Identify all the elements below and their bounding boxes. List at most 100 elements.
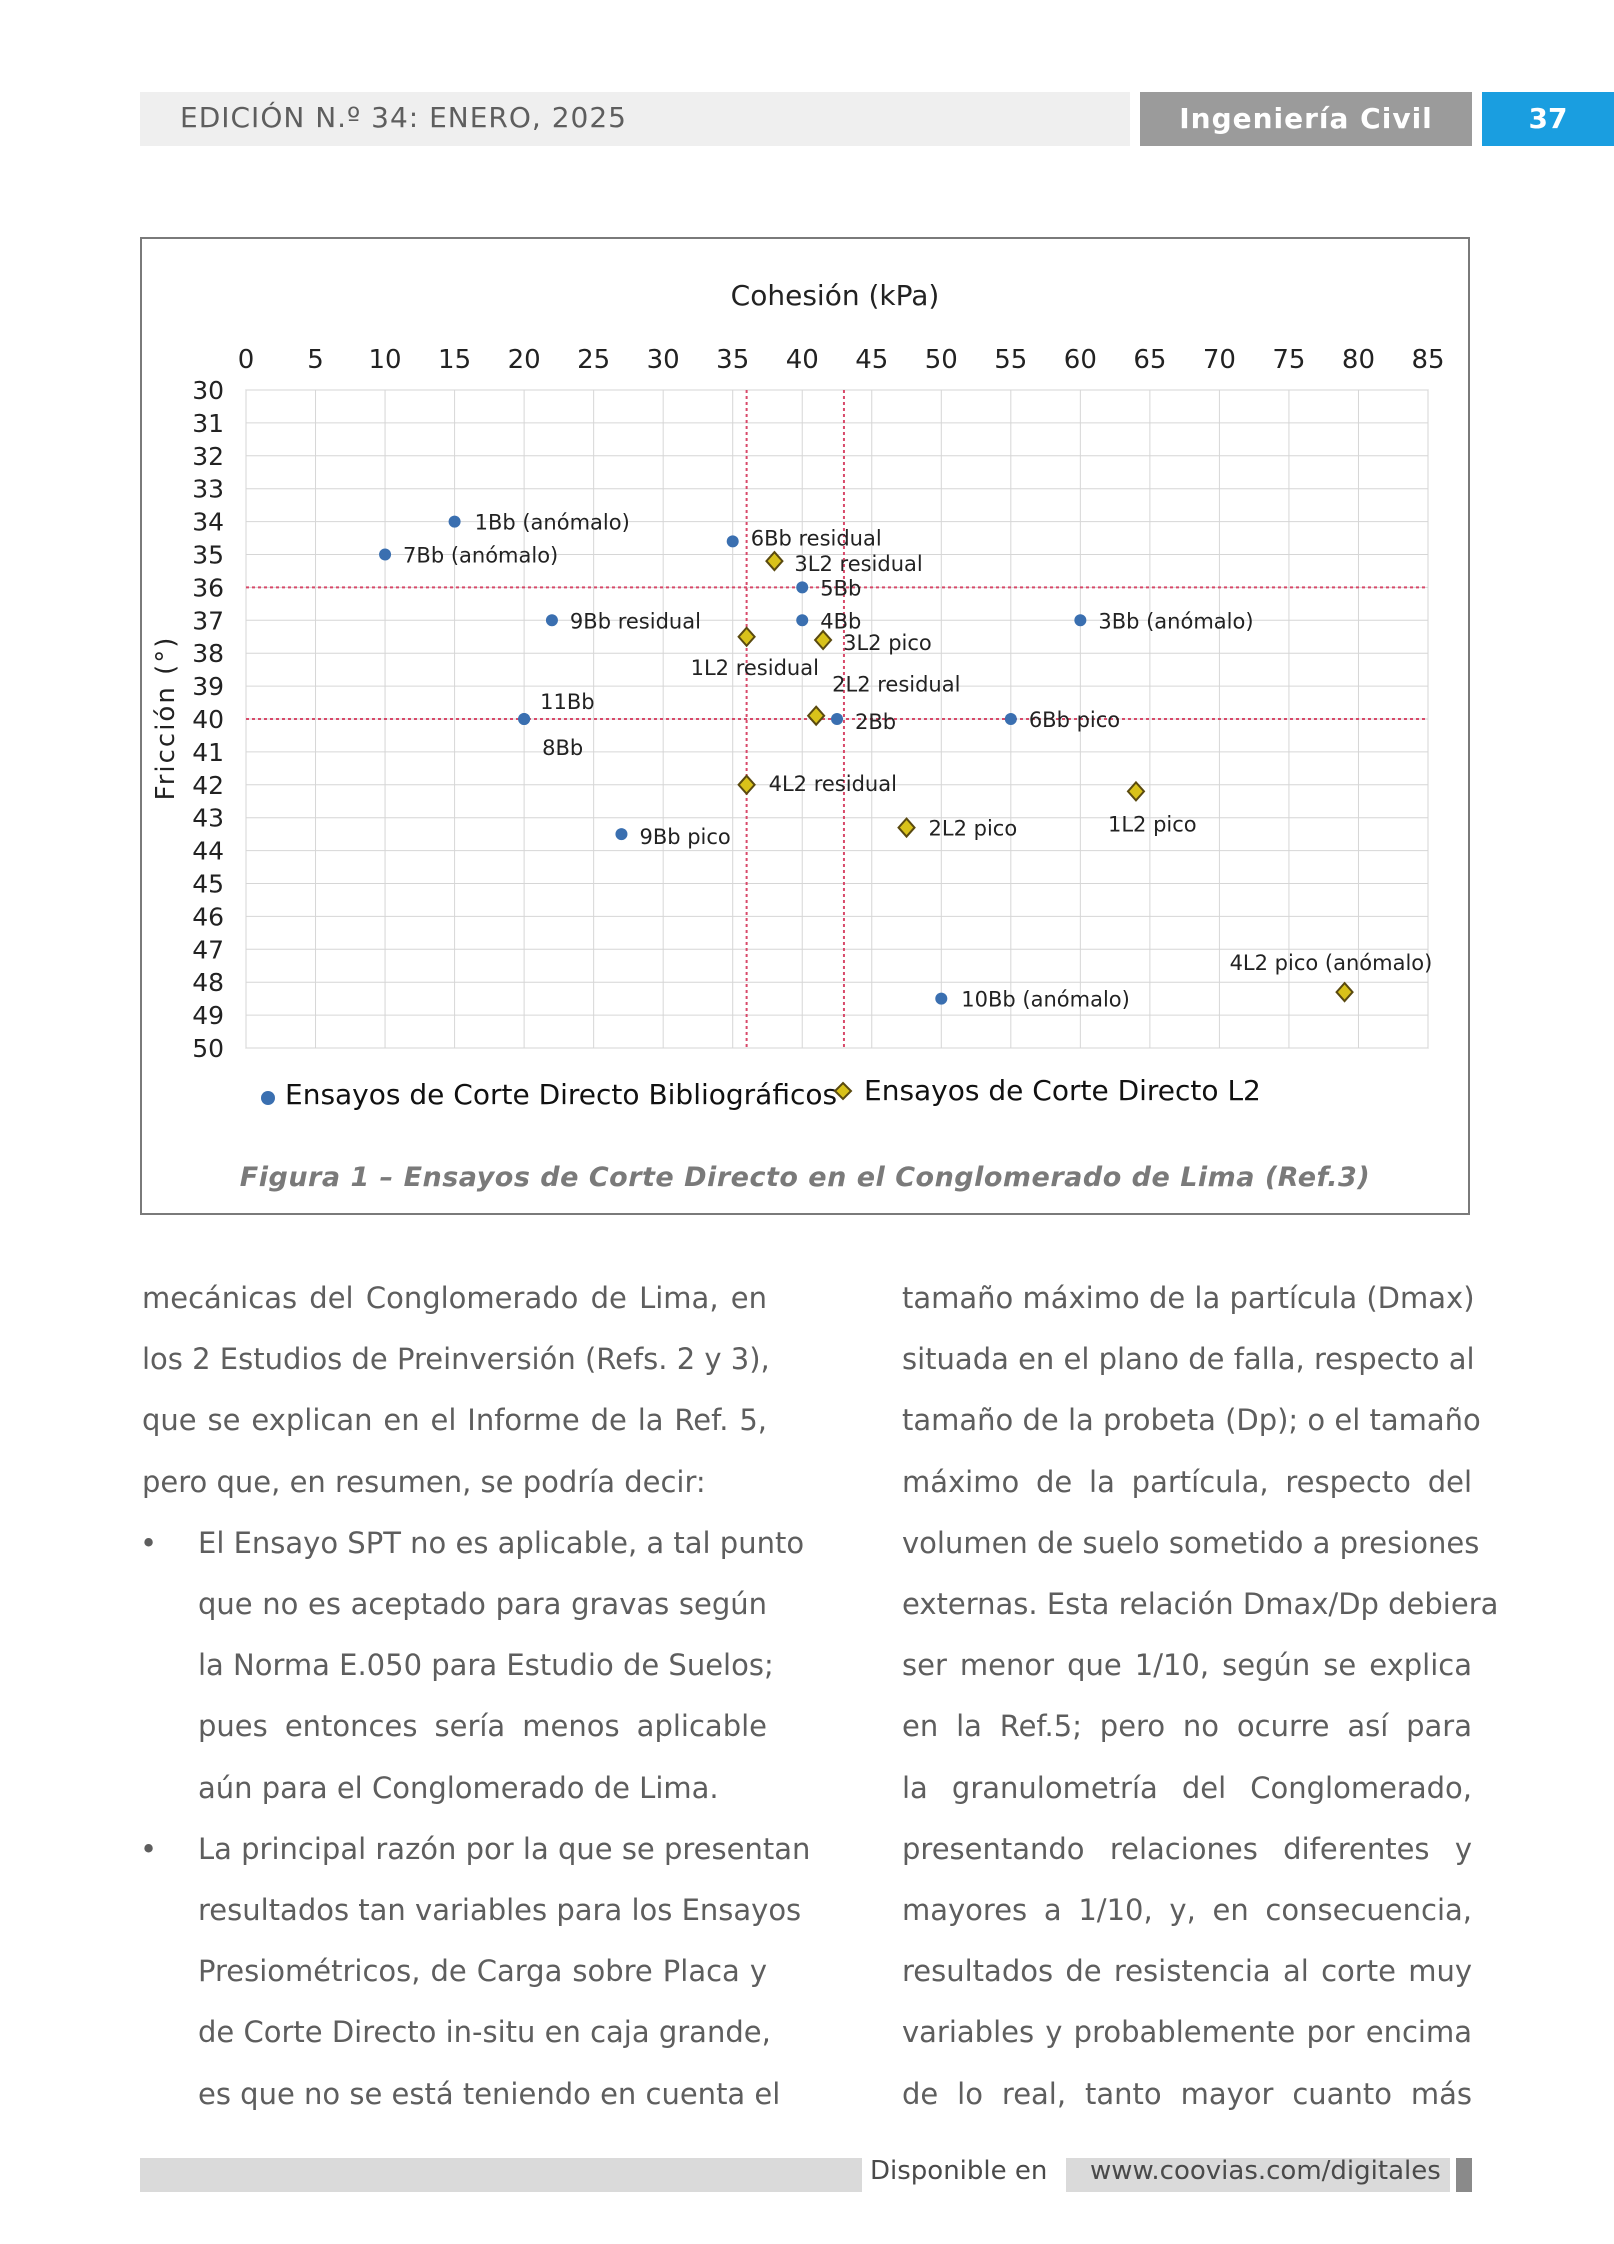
y-tick-label: 46 <box>192 902 224 931</box>
footer-available-label: Disponible en <box>870 2156 1048 2186</box>
text-line: ser menor que 1/10, según se explica <box>902 1648 1472 1683</box>
text-line: presentando relaciones diferentes y <box>902 1831 1472 1866</box>
point-l2 <box>737 626 756 648</box>
y-tick-label: 50 <box>192 1034 224 1063</box>
y-tick-label: 36 <box>192 573 224 602</box>
edition-label: EDICIÓN N.º 34: ENERO, 2025 <box>180 101 627 134</box>
point-label: 8Bb <box>542 736 583 760</box>
point-biblio <box>518 713 531 725</box>
legend-marker-l2 <box>833 1081 853 1101</box>
text-line: Presiométricos, de Carga sobre Placa y <box>198 1954 767 1989</box>
x-tick-label: 85 <box>1411 345 1444 375</box>
y-tick-label: 39 <box>192 672 224 701</box>
y-tick-label: 32 <box>192 442 224 471</box>
figure-caption: Figura 1 – Ensayos de Corte Directo en e… <box>239 1162 1371 1193</box>
point-biblio <box>831 713 843 725</box>
point-biblio <box>726 535 739 548</box>
point-label: 7Bb (anómalo) <box>403 544 558 568</box>
x-tick-label: 75 <box>1272 345 1305 375</box>
point-biblio <box>796 614 809 627</box>
x-tick-label: 65 <box>1133 345 1166 375</box>
y-axis-label: Fricción (°) <box>151 636 181 801</box>
point-biblio <box>615 828 628 841</box>
x-tick-label: 70 <box>1203 345 1236 375</box>
x-tick-label: 35 <box>716 345 749 375</box>
y-tick-label: 35 <box>192 541 224 570</box>
text-line: mecánicas del Conglomerado de Lima, en <box>142 1281 767 1315</box>
header-edition-bar: EDICIÓN N.º 34: ENERO, 2025 <box>140 92 1130 146</box>
legend-label-biblio: Ensayos de Corte Directo Bibliográficos <box>285 1078 837 1111</box>
footer-url-bar <box>1066 2158 1450 2192</box>
text-line: pero que, en resumen, se podría decir: <box>142 1464 706 1499</box>
intro-paragraph: mecánicas del Conglomerado de Lima, en l… <box>142 1268 770 1513</box>
text-line: de Corte Directo in-situ en caja grande, <box>198 2015 771 2050</box>
text-line: El Ensayo SPT no es aplicable, a tal pun… <box>198 1525 805 1560</box>
bullet-item-razon: • La principal razón por la que se prese… <box>140 1819 811 2125</box>
point-label: 4L2 pico (anómalo) <box>1230 951 1433 975</box>
x-tick-label: 60 <box>1064 345 1097 375</box>
point-l2 <box>897 817 916 839</box>
y-tick-label: 45 <box>192 870 224 899</box>
text-line: que no es aceptado para gravas según <box>198 1587 767 1622</box>
point-label: 2L2 pico <box>929 817 1018 841</box>
point-label: 6Bb pico <box>1029 708 1120 732</box>
y-tick-label: 47 <box>192 935 224 964</box>
x-axis-label: Cohesión (kPa) <box>731 279 940 312</box>
point-l2 <box>1126 780 1146 802</box>
point-label: 1Bb (anómalo) <box>475 511 630 535</box>
scatter-chart: 0 5 10 15 20 25 30 35 40 45 50 55 60 65 70 75 80 85 30313… <box>151 279 1445 1111</box>
point-biblio <box>545 614 558 627</box>
footer-bar <box>140 2158 862 2192</box>
point-l2 <box>806 705 826 727</box>
y-tick-label: 38 <box>192 639 224 668</box>
point-label: 9Bb pico <box>639 825 730 849</box>
left-text-column: mecánicas del Conglomerado de Lima, en l… <box>140 1268 811 2125</box>
point-biblio <box>379 548 392 561</box>
text-line: tamaño de la probeta (Dp); o el tamaño <box>902 1403 1481 1438</box>
point-label: 6Bb residual <box>751 526 882 550</box>
y-tick-label: 41 <box>192 738 224 767</box>
figure-frame <box>140 237 1470 1215</box>
text-line: de lo real, tanto mayor cuanto más <box>902 2076 1472 2111</box>
legend-label-l2: Ensayos de Corte Directo L2 <box>864 1074 1261 1107</box>
text-line: mayores a 1/10, y, en consecuencia, <box>902 1893 1472 1928</box>
y-tick-label: 48 <box>192 968 224 997</box>
text-line: pues entonces sería menos aplicable <box>198 1709 767 1744</box>
text-line: variables y probablemente por encima <box>902 2015 1472 2050</box>
section-label: Ingeniería Civil <box>1140 92 1472 146</box>
y-tick-label: 34 <box>192 508 224 537</box>
data-points <box>379 515 1354 1005</box>
x-tick-label: 5 <box>307 345 324 375</box>
text-line: la Norma E.050 para Estudio de Suelos; <box>198 1648 774 1683</box>
bullet-marker: • <box>140 1525 158 1560</box>
point-labels: 1Bb (anómalo) 7Bb (anómalo) 6Bb residual 5B… <box>403 511 1432 1012</box>
point-biblio <box>1074 614 1087 627</box>
x-tick-label: 0 <box>238 345 255 375</box>
point-biblio <box>796 581 809 594</box>
y-tick-label: 43 <box>192 804 224 833</box>
point-l2 <box>737 774 756 796</box>
x-tick-label: 25 <box>577 345 610 375</box>
x-tick-label: 15 <box>438 345 471 375</box>
text-line: es que no se está teniendo en cuenta el <box>198 2076 781 2111</box>
legend: Ensayos de Corte Directo Bibliográficos … <box>261 1074 1261 1111</box>
y-tick-label: 37 <box>192 606 224 635</box>
x-tick-label: 45 <box>855 345 888 375</box>
footer-url-link[interactable]: www.coovias.com/digitales <box>1090 2156 1441 2186</box>
y-tick-label: 33 <box>192 475 224 504</box>
text-line: La principal razón por la que se present… <box>198 1831 811 1866</box>
text-line: aún para el Conglomerado de Lima. <box>198 1770 719 1805</box>
point-label: 11Bb <box>540 690 594 714</box>
point-label: 5Bb <box>820 576 861 600</box>
point-label: 3Bb (anómalo) <box>1098 609 1253 633</box>
y-tick-label: 40 <box>192 705 224 734</box>
y-tick-label: 44 <box>192 837 224 866</box>
text-line: los 2 Estudios de Preinversión (Refs. 2 … <box>142 1342 770 1377</box>
point-label: 1L2 pico <box>1108 812 1197 836</box>
point-label: 3L2 residual <box>794 552 922 576</box>
x-tick-label: 55 <box>994 345 1027 375</box>
bullet-item-spt: • El Ensayo SPT no es aplicable, a tal p… <box>140 1513 805 1819</box>
text-line: máximo de la partícula, respecto del <box>902 1464 1472 1499</box>
point-label: 2L2 residual <box>832 673 960 697</box>
y-tick-label: 42 <box>192 771 224 800</box>
